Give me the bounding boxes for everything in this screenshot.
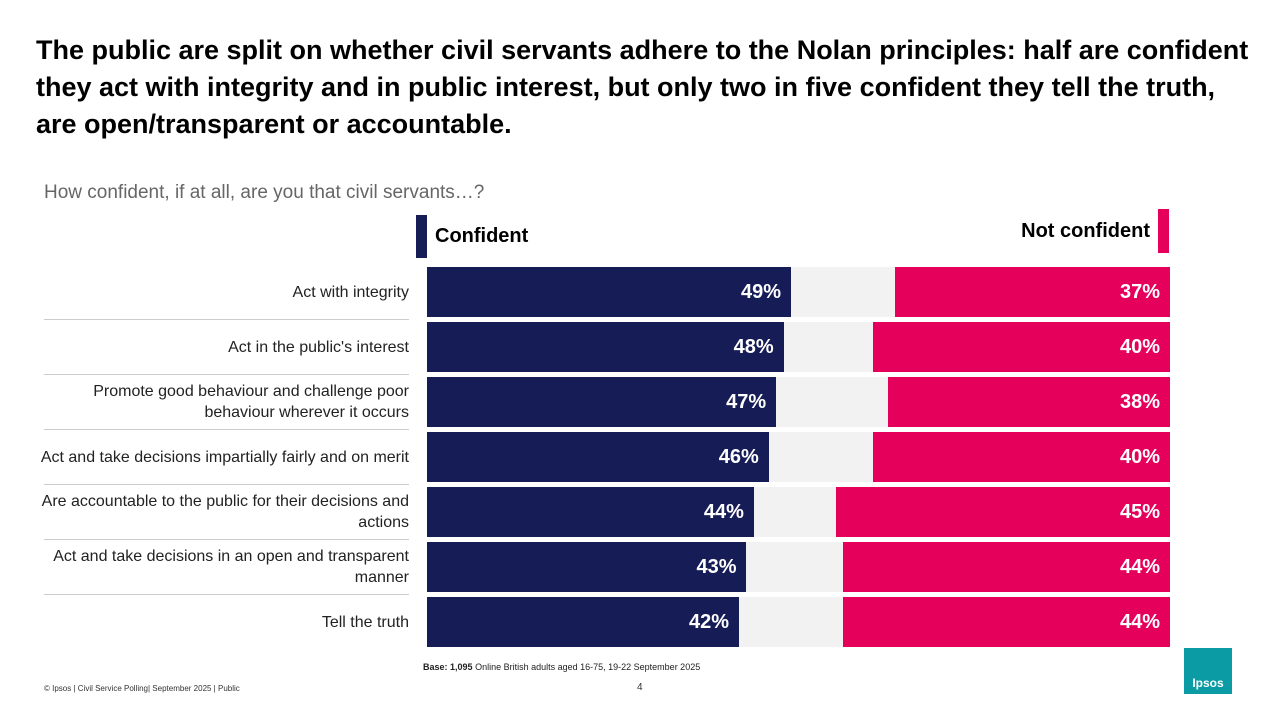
page-number: 4 (637, 682, 643, 693)
value-label: 44% (1119, 556, 1160, 578)
legend-swatch (1158, 209, 1169, 253)
bar (427, 487, 754, 537)
value-label: 46% (718, 446, 759, 468)
legend-swatch (416, 215, 427, 258)
category-label: Tell the truth (321, 613, 409, 631)
legend-label: Confident (435, 225, 529, 247)
value-label: 42% (689, 611, 730, 633)
base-label: Base: 1,095 (423, 662, 473, 672)
bar (895, 267, 1170, 317)
row-separator (44, 594, 409, 595)
bar (427, 432, 769, 482)
value-label: 48% (733, 336, 774, 358)
base-note: Base: 1,095 Online British adults aged 1… (423, 662, 700, 672)
bar (835, 487, 1170, 537)
legend-label: Not confident (1021, 220, 1150, 242)
value-label: 38% (1119, 391, 1160, 413)
category-label: Act and take decisions impartially fairl… (40, 448, 409, 466)
value-label: 49% (741, 281, 782, 303)
bar (427, 322, 784, 372)
value-label: 40% (1119, 336, 1160, 358)
base-text: Online British adults aged 16-75, 19-22 … (475, 662, 701, 672)
bar (843, 542, 1170, 592)
row-separator (44, 429, 409, 430)
category-label: Act in the public's interest (228, 338, 409, 356)
category-label: Act and take decisions in an open and tr… (53, 548, 409, 586)
category-label: Act with integrity (292, 283, 409, 301)
copyright: © Ipsos | Civil Service Polling| Septemb… (44, 684, 240, 693)
bar (887, 377, 1170, 427)
bar (872, 432, 1170, 482)
bar (427, 377, 777, 427)
value-label: 37% (1119, 281, 1160, 303)
category-label: Are accountable to the public for their … (41, 493, 409, 531)
subtitle: How confident, if at all, are you that c… (44, 182, 485, 203)
row-separator (44, 374, 409, 375)
bar (872, 322, 1170, 372)
bar (427, 597, 740, 647)
row-separator (44, 539, 409, 540)
row-separator (44, 319, 409, 320)
value-label: 47% (726, 391, 767, 413)
value-label: 45% (1119, 501, 1160, 523)
value-label: 40% (1119, 446, 1160, 468)
bar (843, 597, 1170, 647)
row-separator (44, 484, 409, 485)
bar (427, 542, 747, 592)
value-label: 44% (703, 501, 744, 523)
value-label: 43% (696, 556, 737, 578)
value-label: 44% (1119, 611, 1160, 633)
title: The public are split on whether civil se… (36, 35, 1249, 139)
bar (427, 267, 792, 317)
category-label: Promote good behaviour and challenge poo… (93, 383, 409, 421)
logo: Ipsos (1184, 648, 1232, 694)
